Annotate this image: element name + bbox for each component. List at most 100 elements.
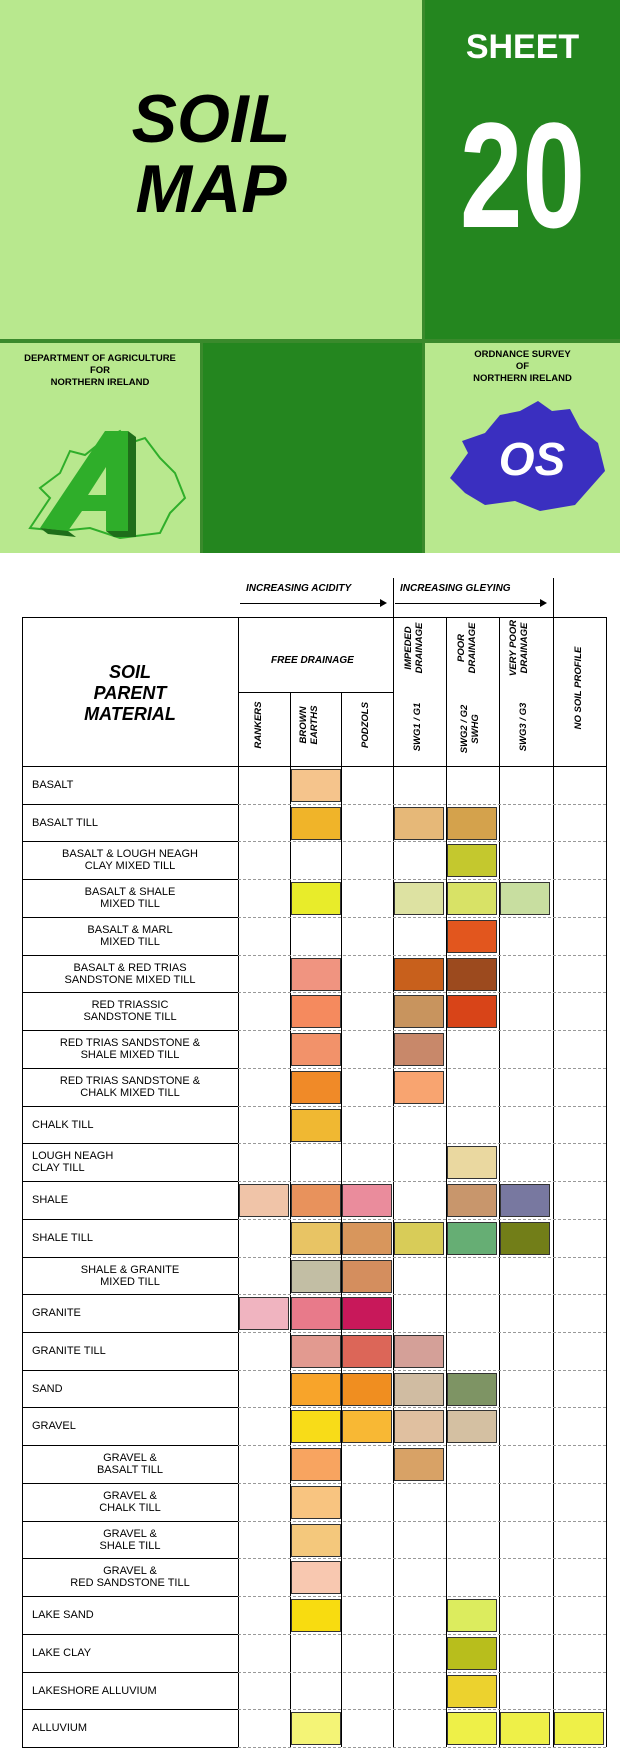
row-grid-line <box>238 1407 606 1408</box>
soil-colour-cell <box>447 1675 497 1708</box>
sheet-label: SHEET <box>465 28 580 66</box>
table-label-divider <box>238 617 239 1747</box>
soil-row-label: BASALT & LOUGH NEAGH CLAY MIXED TILL <box>22 841 238 879</box>
row-grid-line <box>238 1257 606 1258</box>
soil-colour-cell <box>394 1410 444 1443</box>
row-grid-line <box>238 1596 606 1597</box>
soil-colour-cell <box>394 1071 444 1104</box>
soil-map-cover: SOIL MAP SHEET 20 DEPARTMENT OF AGRICULT… <box>0 0 620 553</box>
soil-colour-cell <box>447 1184 497 1217</box>
row-divider <box>22 1257 238 1258</box>
row-grid-line <box>238 1181 606 1182</box>
soil-row-label: RED TRIAS SANDSTONE & SHALE MIXED TILL <box>22 1030 238 1068</box>
soil-colour-cell <box>394 1033 444 1066</box>
row-label-line: CLAY MIXED TILL <box>84 860 176 872</box>
soil-colour-cell <box>394 1222 444 1255</box>
row-label-line: LOUGH NEAGH <box>32 1150 114 1162</box>
soil-colour-cell <box>342 1297 392 1330</box>
row-grid-line <box>238 1521 606 1522</box>
row-divider <box>22 1672 238 1673</box>
soil-row-label: SHALE TILL <box>22 1219 238 1257</box>
soil-colour-cell <box>291 1109 341 1142</box>
row-label-line: MIXED TILL <box>100 936 160 948</box>
dept-line: NORTHERN IRELAND <box>50 377 150 388</box>
soil-colour-cell <box>500 1712 550 1745</box>
row-divider <box>22 1219 238 1220</box>
soil-row-label: LAKE CLAY <box>22 1634 238 1672</box>
soil-colour-cell <box>447 1410 497 1443</box>
col-line: IMPEDED <box>403 626 414 670</box>
col-line: NO SOIL PROFILE <box>573 646 584 730</box>
soil-colour-cell <box>291 882 341 915</box>
spm-line: MATERIAL <box>84 704 176 724</box>
soil-colour-cell <box>500 882 550 915</box>
soil-colour-cell <box>291 769 341 802</box>
col-very-poor-drainage: VERY POOR DRAINAGE <box>508 616 530 680</box>
ordnance-survey-name: ORDNANCE SURVEY OF NORTHERN IRELAND <box>425 349 620 385</box>
col-line-5 <box>499 617 500 1747</box>
row-grid-line <box>238 1483 606 1484</box>
col-line-4 <box>446 617 447 1747</box>
row-label-line: LAKE SAND <box>32 1609 94 1621</box>
spm-line: PARENT <box>93 683 167 703</box>
row-grid-line <box>238 1106 606 1107</box>
col-line: POOR <box>456 634 467 662</box>
soil-row-label: BASALT & SHALE MIXED TILL <box>22 879 238 917</box>
soil-row-label: LOUGH NEAGH CLAY TILL <box>22 1143 238 1181</box>
soil-colour-cell <box>394 807 444 840</box>
row-grid-line <box>238 1068 606 1069</box>
title-panel: SOIL MAP <box>0 0 422 339</box>
soil-row-label: BASALT <box>22 766 238 804</box>
col-line: SWG1 / G1 <box>412 702 423 752</box>
soil-row-label: RED TRIASSIC SANDSTONE TILL <box>22 992 238 1030</box>
soil-colour-cell <box>291 1033 341 1066</box>
soil-colour-cell <box>394 995 444 1028</box>
row-label-line: GRAVEL & <box>103 1452 157 1464</box>
soil-row-label: BASALT TILL <box>22 804 238 842</box>
group-divider <box>393 578 394 1747</box>
row-grid-line <box>238 1143 606 1144</box>
ordnance-survey-panel: ORDNANCE SURVEY OF NORTHERN IRELAND OS <box>425 343 620 553</box>
row-label-line: MIXED TILL <box>100 1276 160 1288</box>
row-grid-line <box>238 1672 606 1673</box>
row-label-line: SHALE & GRANITE <box>80 1264 180 1276</box>
row-label-line: SHALE <box>32 1194 69 1206</box>
row-grid-line <box>238 1294 606 1295</box>
soil-colour-cell <box>291 1373 341 1406</box>
col-line: SWHG <box>470 714 481 744</box>
row-label-line: ALLUVIUM <box>32 1722 88 1734</box>
col-brown-earths: BROWN EARTHS <box>298 690 320 760</box>
department-panel: DEPARTMENT OF AGRICULTURE FOR NORTHERN I… <box>0 343 200 553</box>
soil-colour-cell <box>291 995 341 1028</box>
soil-row-label: GRAVEL <box>22 1407 238 1445</box>
row-label-line: GRANITE <box>32 1307 81 1319</box>
soil-colour-cell <box>291 807 341 840</box>
row-divider <box>22 879 238 880</box>
soil-colour-cell <box>394 882 444 915</box>
col-swg3: SWG3 / G3 <box>518 697 529 757</box>
col-line: DRAINAGE <box>519 622 530 674</box>
row-divider <box>22 1068 238 1069</box>
col-line: DRAINAGE <box>467 622 478 674</box>
sheet-number: 20 <box>459 91 586 259</box>
soil-colour-cell <box>239 1184 289 1217</box>
soil-row-label: CHALK TILL <box>22 1106 238 1144</box>
row-divider <box>22 1634 238 1635</box>
row-label-line: BASALT & MARL <box>87 924 173 936</box>
soil-colour-cell <box>291 1712 341 1745</box>
soil-colour-cell <box>342 1222 392 1255</box>
row-grid-line <box>238 841 606 842</box>
soil-row-label: GRAVEL & CHALK TILL <box>22 1483 238 1521</box>
row-label-line: LAKE CLAY <box>32 1647 92 1659</box>
os-line: NORTHERN IRELAND <box>473 373 572 384</box>
soil-colour-cell <box>342 1184 392 1217</box>
col-line: DRAINAGE <box>414 622 425 674</box>
col-line: EARTHS <box>309 705 320 745</box>
soil-colour-cell <box>291 1599 341 1632</box>
spm-line: SOIL <box>108 662 151 682</box>
soil-colour-cell <box>447 1637 497 1670</box>
row-divider <box>22 1483 238 1484</box>
row-divider <box>22 804 238 805</box>
row-divider <box>22 1370 238 1371</box>
col-poor-drainage: POOR DRAINAGE <box>456 616 478 680</box>
